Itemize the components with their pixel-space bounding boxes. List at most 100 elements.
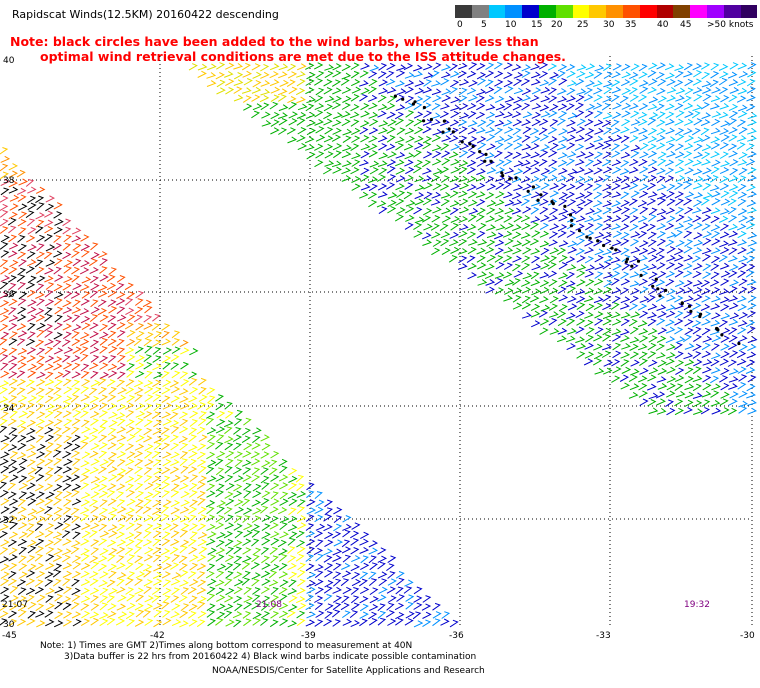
wind-barb: [99, 331, 109, 339]
wind-barb: [331, 102, 342, 110]
wind-barb: [117, 418, 126, 427]
wind-barb: [431, 231, 441, 239]
wind-barb: [575, 248, 586, 256]
wind-barb: [62, 410, 72, 418]
wind-barb: [702, 271, 712, 279]
wind-barb: [62, 602, 72, 611]
wind-barb: [270, 474, 280, 482]
wind-barb: [711, 238, 721, 246]
wind-barb: [18, 426, 27, 434]
wind-barb: [521, 255, 531, 263]
wind-barb: [72, 555, 82, 563]
wind-barb: [143, 361, 153, 370]
wind-barb: [54, 434, 63, 442]
wind-barb: [187, 571, 197, 579]
wind-barb: [682, 176, 693, 184]
wind-barb: [530, 206, 540, 215]
wind-barb: [385, 610, 395, 618]
wind-barb: [475, 174, 486, 182]
wind-barb: [216, 563, 227, 571]
wind-barb: [62, 522, 71, 531]
wind-barb: [746, 391, 756, 399]
wind-barb: [143, 530, 152, 539]
wind-barb: [647, 312, 657, 319]
wind-barb: [486, 183, 497, 191]
wind-barb: [476, 152, 486, 160]
wind-barb: [602, 302, 612, 311]
wind-barb: [422, 126, 432, 134]
contamination-circle: [508, 177, 512, 181]
wind-barb: [693, 263, 703, 271]
wind-barb: [81, 291, 91, 299]
wind-barb: [404, 152, 415, 160]
wind-barb: [431, 88, 442, 96]
wind-barb: [647, 351, 657, 359]
wind-barb: [647, 263, 657, 271]
wind-barb: [133, 338, 143, 347]
wind-barb: [675, 280, 685, 288]
wind-barb: [720, 312, 731, 320]
wind-barb: [234, 603, 243, 612]
wind-barb: [648, 367, 659, 375]
wind-barb: [683, 334, 692, 343]
wind-barb: [36, 395, 45, 403]
wind-barb: [126, 618, 136, 627]
wind-barb: [351, 175, 361, 183]
wind-barb: [621, 182, 631, 190]
wind-barb: [710, 399, 721, 407]
wind-barb: [701, 198, 710, 206]
wind-barb: [531, 103, 542, 110]
wind-barb: [35, 491, 45, 499]
wind-barb: [44, 610, 54, 618]
wind-barb: [71, 601, 80, 610]
wind-barb: [522, 206, 532, 214]
wind-barb: [35, 186, 46, 194]
wind-barb: [297, 499, 306, 507]
wind-barb: [332, 127, 342, 135]
wind-barb: [421, 603, 432, 611]
wind-barb: [548, 87, 557, 95]
wind-barb: [243, 490, 252, 499]
wind-barb: [269, 467, 278, 476]
wind-barb: [314, 602, 324, 610]
wind-barb: [747, 70, 757, 78]
wind-barb: [171, 603, 181, 611]
wind-barb: [278, 587, 288, 595]
wind-barb: [674, 102, 684, 111]
wind-barb: [63, 291, 73, 299]
wind-barb: [737, 198, 747, 207]
wind-barb: [610, 256, 621, 264]
legend-swatch: [656, 5, 674, 18]
wind-barb: [512, 103, 523, 111]
wind-barb: [377, 555, 388, 563]
wind-barb: [702, 174, 712, 182]
wind-barb: [206, 593, 216, 602]
wind-barb: [26, 482, 36, 490]
wind-barb: [729, 368, 739, 375]
wind-barb: [331, 609, 341, 618]
wind-barb: [8, 225, 17, 234]
wind-barb: [603, 80, 613, 88]
wind-barb: [8, 211, 18, 220]
wind-barb: [25, 179, 35, 187]
wind-barb: [612, 166, 622, 175]
wind-barb: [81, 451, 91, 459]
wind-barb: [529, 295, 540, 303]
wind-barb: [441, 157, 451, 166]
wind-barb: [638, 158, 648, 167]
wind-barb: [90, 617, 100, 626]
wind-barb: [701, 223, 711, 231]
wind-barb: [674, 295, 684, 303]
wind-barb: [431, 191, 442, 199]
wind-barb: [305, 563, 315, 572]
wind-barb: [152, 339, 162, 348]
wind-barb: [0, 314, 10, 323]
wind-barb: [655, 391, 666, 399]
wind-barb: [457, 248, 468, 255]
wind-barb: [18, 491, 28, 499]
wind-barb: [197, 475, 207, 483]
wind-barb: [575, 310, 585, 319]
wind-barb: [197, 418, 207, 426]
wind-barb: [27, 610, 36, 619]
wind-barb: [27, 539, 37, 547]
